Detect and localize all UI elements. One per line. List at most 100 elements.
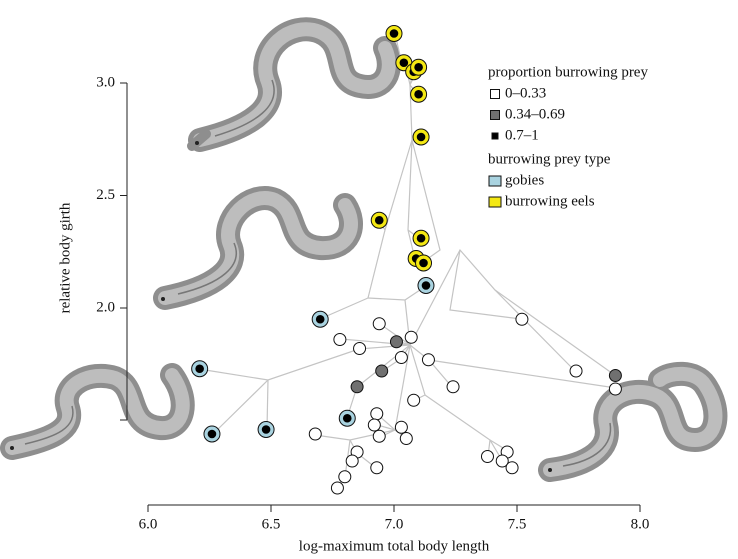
point-core	[195, 364, 204, 374]
legend-swatch	[488, 196, 502, 208]
y-tick-label: 2.5	[96, 187, 115, 203]
point	[505, 461, 519, 475]
point	[385, 25, 403, 42]
point	[410, 85, 428, 103]
point	[608, 369, 622, 382]
point	[338, 470, 352, 484]
point	[515, 312, 529, 326]
point	[367, 418, 381, 432]
point	[367, 418, 381, 432]
point-core	[342, 413, 352, 423]
point-core	[374, 215, 384, 225]
point	[480, 450, 494, 463]
point	[415, 254, 433, 272]
point	[394, 351, 408, 364]
point	[389, 335, 403, 349]
point	[330, 481, 344, 495]
point	[412, 229, 430, 247]
point	[446, 380, 460, 394]
point	[515, 312, 529, 326]
y-axis-title: relative body girth	[57, 202, 73, 313]
point	[330, 481, 344, 495]
point	[370, 211, 388, 229]
point	[608, 382, 622, 396]
x-axis-title: log-maximum total body length	[299, 538, 490, 554]
point-core	[261, 425, 271, 434]
y-tick-label: 3.0	[96, 74, 115, 90]
point	[345, 454, 359, 468]
legend-swatch	[488, 175, 502, 187]
point	[569, 364, 583, 378]
point-core	[414, 62, 423, 72]
point	[257, 421, 275, 438]
point	[495, 454, 509, 468]
eel-right	[538, 361, 728, 482]
point	[394, 351, 408, 364]
point	[191, 360, 209, 378]
legend-swatch	[490, 89, 500, 99]
point	[372, 429, 386, 443]
legend-label: gobies	[505, 172, 544, 188]
point	[345, 454, 359, 468]
legend-label: 0.7–1	[505, 127, 539, 143]
point-core	[419, 258, 428, 268]
point-core	[315, 314, 325, 324]
point	[421, 353, 435, 367]
point	[372, 317, 386, 331]
point	[333, 333, 347, 346]
point	[495, 454, 509, 468]
y-tick-label: 2.0	[96, 299, 115, 315]
eel-illustrations	[0, 17, 728, 482]
point	[505, 461, 519, 475]
point-core	[421, 281, 431, 290]
legend-label: 0.34–0.69	[505, 106, 565, 122]
point	[417, 277, 435, 294]
point	[608, 382, 622, 396]
legend-title: proportion burrowing prey	[488, 64, 648, 80]
phylogeny-lines	[198, 33, 617, 488]
point	[412, 128, 430, 146]
point	[394, 420, 408, 434]
point	[308, 427, 322, 441]
point	[203, 425, 221, 443]
legend-swatch	[491, 132, 499, 140]
point	[375, 364, 389, 378]
point	[372, 429, 386, 443]
point	[308, 427, 322, 441]
point	[389, 335, 403, 349]
point	[399, 432, 413, 445]
point	[350, 380, 364, 394]
point	[407, 393, 421, 407]
point	[372, 317, 386, 331]
point	[370, 461, 384, 475]
point	[569, 364, 583, 378]
point	[338, 409, 356, 427]
point	[608, 369, 622, 382]
point	[338, 470, 352, 484]
legend: proportion burrowing prey 0–0.33 0.34–0.69…	[488, 64, 648, 209]
point-core	[416, 132, 426, 142]
point	[404, 330, 418, 344]
eel-top	[187, 17, 401, 152]
point	[353, 342, 367, 355]
legend-swatch	[490, 110, 500, 120]
point	[350, 380, 364, 394]
legend-label: 0–0.33	[505, 85, 546, 101]
point	[399, 432, 413, 445]
point	[410, 58, 428, 76]
point-core	[399, 58, 409, 68]
x-tick-label: 7.0	[385, 516, 404, 532]
point	[480, 450, 494, 463]
point	[421, 353, 435, 367]
point-core	[416, 233, 426, 243]
eel-middle	[153, 186, 363, 310]
point	[370, 407, 384, 421]
point-core	[414, 89, 423, 99]
point	[446, 380, 460, 394]
point	[353, 342, 367, 355]
point	[370, 461, 384, 475]
eel-left	[0, 363, 195, 460]
point	[394, 420, 408, 434]
x-tick-label: 7.5	[508, 516, 527, 532]
